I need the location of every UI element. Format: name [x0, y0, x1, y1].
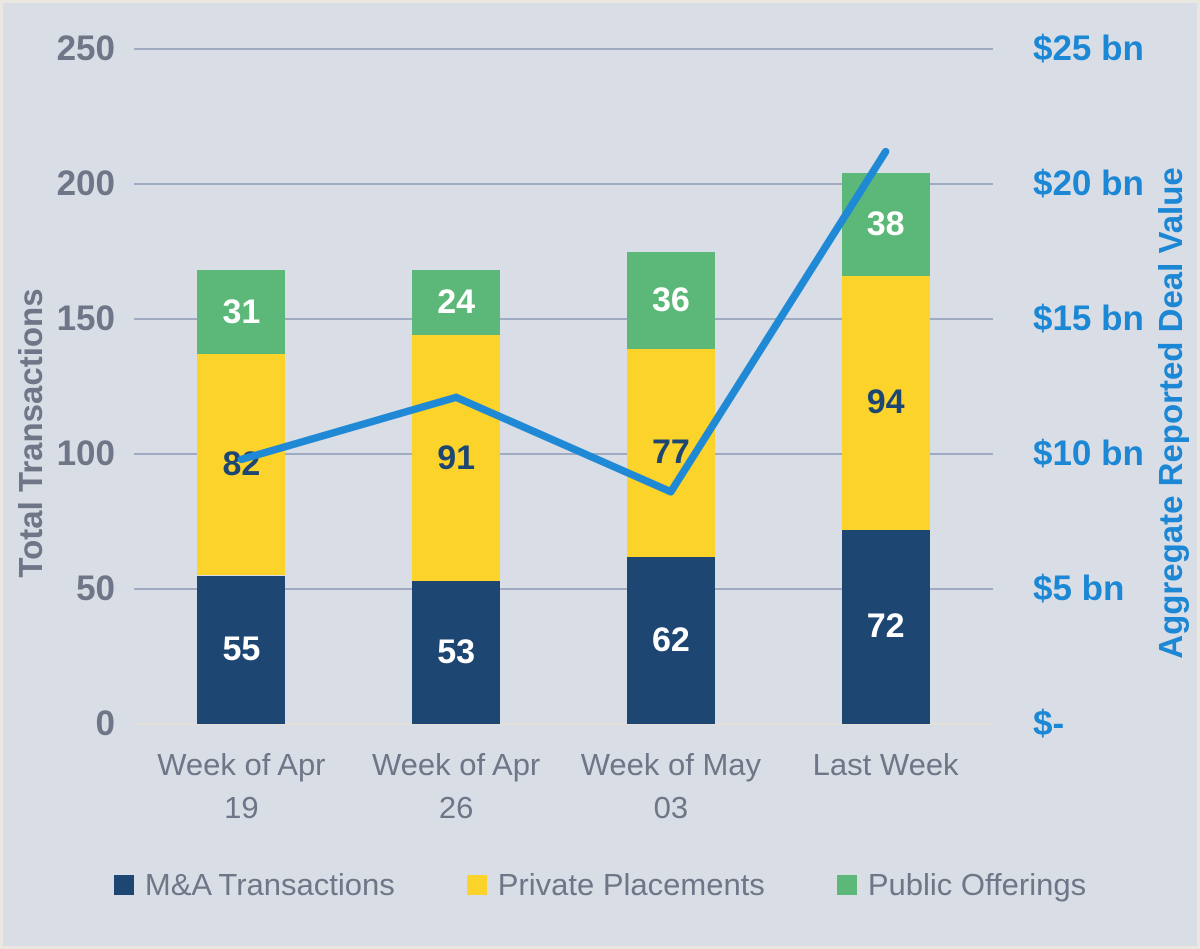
bar-segment-value-label: 82	[222, 445, 261, 484]
bar-segment-value-label: 24	[437, 283, 476, 322]
right-axis-tick-label: $15 bn	[1033, 299, 1144, 338]
right-axis-tick-label: $-	[1033, 704, 1065, 743]
bar-segment-private-placements: 91	[412, 335, 501, 581]
x-axis-category-label: Week of Apr 19	[157, 747, 326, 825]
bar-segment-value-label: 77	[651, 433, 690, 472]
right-axis-tick-label: $10 bn	[1033, 434, 1144, 473]
legend-label: Public Offerings	[867, 867, 1087, 902]
bar-segment-value-label: 72	[866, 607, 905, 646]
x-axis-category-label: Last Week	[812, 747, 959, 782]
legend-color-swatch	[836, 875, 857, 895]
bar-segment-m-a-transactions: 53	[412, 580, 501, 724]
bar-segment-public-offerings: 36	[626, 251, 715, 349]
bar-segment-private-placements: 94	[841, 275, 930, 530]
x-axis-baseline	[134, 723, 993, 725]
legend-item-m-a-transactions: M&A Transactions	[113, 867, 395, 903]
legend-item-public-offerings: Public Offerings	[836, 867, 1087, 903]
right-axis-title: Aggregate Reported Deal Value	[1152, 167, 1189, 659]
legend-item-private-placements: Private Placements	[466, 867, 765, 903]
x-axis-category-label: Week of May 03	[580, 747, 762, 825]
bar-segment-m-a-transactions: 55	[197, 575, 286, 724]
aggregate-deal-value-line	[237, 147, 890, 496]
left-axis-tick-label: 100	[56, 434, 115, 473]
right-axis-tick-label: $20 bn	[1033, 164, 1144, 203]
legend-label: M&A Transactions	[144, 867, 395, 902]
gridline	[134, 48, 993, 50]
right-axis-tick-label: $25 bn	[1033, 29, 1144, 68]
right-axis-tick-label: $5 bn	[1033, 569, 1125, 608]
left-axis-title: Total Transactions	[12, 288, 49, 578]
legend: M&A Transactions Private Placements Public…	[3, 867, 1197, 903]
left-axis-tick-label: 250	[56, 29, 115, 68]
bar-segment-public-offerings: 38	[841, 173, 930, 276]
left-axis-tick-label: 50	[76, 569, 115, 608]
bar-segment-value-label: 91	[437, 438, 476, 477]
bar-segment-value-label: 53	[437, 632, 476, 671]
left-axis-tick-label: 0	[95, 704, 115, 743]
x-axis-category-label: Week of Apr 26	[371, 747, 541, 825]
bar-segment-value-label: 55	[222, 630, 261, 669]
gridline	[134, 588, 993, 590]
legend-color-swatch	[113, 875, 134, 895]
bar-segment-value-label: 38	[866, 204, 905, 243]
bar-segment-value-label: 62	[651, 620, 690, 659]
bar-segment-m-a-transactions: 62	[626, 556, 715, 724]
bar-segment-value-label: 31	[222, 292, 261, 331]
left-axis-tick-label: 150	[56, 299, 115, 338]
bar-segment-value-label: 94	[866, 383, 905, 422]
bar-segment-public-offerings: 24	[412, 270, 501, 336]
bar-segment-private-placements: 77	[626, 348, 715, 557]
bar-segment-m-a-transactions: 72	[841, 529, 930, 724]
bar-segment-value-label: 36	[651, 280, 690, 319]
bar-segment-public-offerings: 31	[197, 270, 286, 355]
left-axis-tick-label: 200	[56, 164, 115, 203]
legend-color-swatch	[466, 875, 487, 895]
bar-segment-private-placements: 82	[197, 354, 286, 576]
legend-label: Private Placements	[497, 867, 765, 902]
